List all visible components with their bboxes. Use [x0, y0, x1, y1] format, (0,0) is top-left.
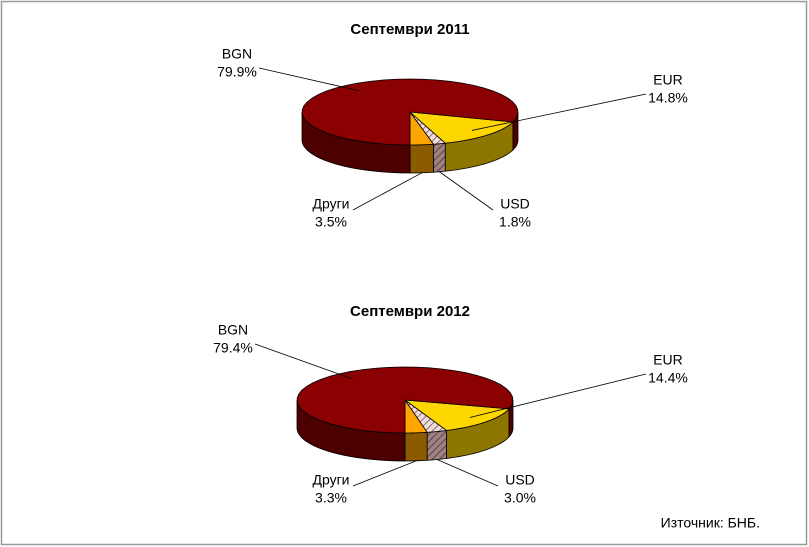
leader-line — [352, 172, 423, 211]
leader-line — [469, 373, 647, 418]
slice-side — [433, 142, 446, 173]
chart-title: Септември 2012 — [350, 303, 470, 320]
value-label: 3.0% — [504, 490, 536, 506]
category-label: EUR — [653, 72, 683, 88]
slice — [301, 78, 519, 146]
value-label: 14.8% — [648, 90, 688, 106]
value-label: 3.5% — [315, 214, 347, 230]
slice-side — [426, 429, 448, 461]
value-label: 79.4% — [213, 340, 253, 356]
chart-title: Септември 2011 — [350, 21, 469, 38]
category-label: Други — [312, 196, 349, 212]
category-label: BGN — [218, 322, 248, 338]
slice — [296, 366, 514, 434]
category-label: Други — [312, 472, 349, 488]
leader-line — [254, 343, 353, 380]
value-label: 3.3% — [315, 490, 347, 506]
slice-side — [409, 143, 434, 174]
slice-side — [404, 431, 428, 462]
leader-line — [258, 67, 360, 92]
value-label: 1.8% — [499, 214, 531, 230]
leader-line — [471, 93, 647, 131]
category-label: BGN — [222, 46, 252, 62]
category-label: USD — [505, 472, 535, 488]
leader-line — [352, 460, 417, 487]
value-label: 79.9% — [217, 64, 257, 80]
category-label: EUR — [653, 352, 683, 368]
source-note: Източник: БНБ. — [661, 515, 760, 531]
leader-line — [436, 459, 499, 487]
category-label: USD — [500, 196, 530, 212]
slice — [403, 399, 510, 431]
leader-line — [439, 171, 494, 211]
value-label: 14.4% — [648, 370, 688, 386]
